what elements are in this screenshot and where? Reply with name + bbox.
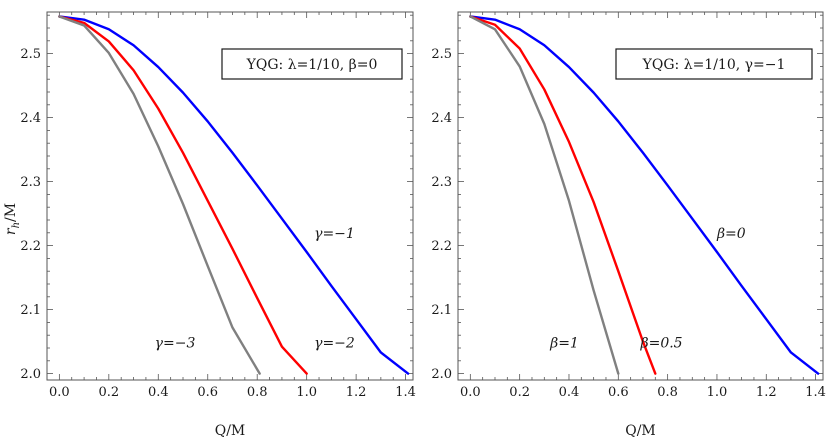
y-tick-label: 2.0	[431, 367, 452, 382]
curve-annotation: β=1	[549, 335, 579, 351]
series-line	[58, 15, 410, 375]
plot-frame	[46, 11, 414, 381]
y-axis-label-main: r	[3, 227, 19, 235]
plot-frame	[457, 11, 824, 381]
left-chart-panel: 0.0 0.2 0.4 0.6 0.8 1.0 1.2 1.4 2.0 2.1 2.2 2.3 2.4 2…	[20, 11, 416, 439]
x-tick-label: 0.4	[148, 385, 169, 400]
x-tick-label: 1.2	[346, 385, 367, 400]
y-axis-label-sub: h	[11, 222, 22, 228]
y-tick-label: 2.2	[431, 239, 452, 254]
y-tick-label: 2.5	[431, 47, 452, 62]
x-tick-label: 0.8	[657, 385, 678, 400]
series-line	[469, 15, 820, 375]
x-tick-label: 0.4	[559, 385, 580, 400]
x-axis-label: Q/M	[215, 423, 246, 439]
x-tick-label: 0.6	[608, 385, 629, 400]
curve-annotation: β=0.5	[640, 335, 683, 351]
y-tick-label: 2.3	[431, 175, 452, 190]
x-tick-label: 1.4	[805, 385, 826, 400]
right-chart-panel: 0.0 0.2 0.4 0.6 0.8 1.0 1.2 1.4 2.0 2.1 2.2 2.3 2.4 2…	[431, 11, 826, 439]
curve-annotation: γ=−1	[314, 226, 355, 242]
x-tick-label: 0.8	[247, 385, 268, 400]
y-tick-label: 2.4	[20, 111, 41, 126]
series-line	[58, 15, 308, 375]
x-tick-label: 0.0	[460, 385, 481, 400]
x-tick-label: 1.0	[296, 385, 317, 400]
x-tick-label: 0.6	[197, 385, 218, 400]
x-tick-label: 1.2	[756, 385, 777, 400]
x-axis-label: Q/M	[625, 423, 656, 439]
legend-text: YQG: λ=1/10, β=0	[246, 57, 378, 73]
x-tick-label: 0.2	[98, 385, 119, 400]
legend-box	[221, 48, 403, 80]
legend-box	[615, 48, 813, 80]
series-line	[58, 15, 261, 375]
legend-text: YQG: λ=1/10, γ=−1	[642, 57, 786, 73]
curve-annotation: γ=−2	[314, 335, 355, 351]
y-tick-label: 2.1	[20, 303, 41, 318]
curve-annotation: β=0	[716, 226, 746, 242]
series-line	[469, 15, 620, 375]
y-tick-label: 2.1	[431, 303, 452, 318]
curve-annotation: γ=−3	[155, 335, 196, 351]
y-tick-label: 2.4	[431, 111, 452, 126]
x-tick-label: 1.4	[395, 385, 416, 400]
y-tick-label: 2.2	[20, 239, 41, 254]
y-tick-label: 2.0	[20, 367, 41, 382]
y-tick-label: 2.3	[20, 175, 41, 190]
x-tick-label: 0.0	[49, 385, 70, 400]
y-axis-label-suffix: /M	[3, 203, 19, 222]
y-tick-label: 2.5	[20, 47, 41, 62]
y-axis-label: rh/M	[3, 203, 22, 235]
x-tick-label: 0.2	[509, 385, 530, 400]
series-line	[469, 15, 657, 375]
x-tick-label: 1.0	[707, 385, 728, 400]
